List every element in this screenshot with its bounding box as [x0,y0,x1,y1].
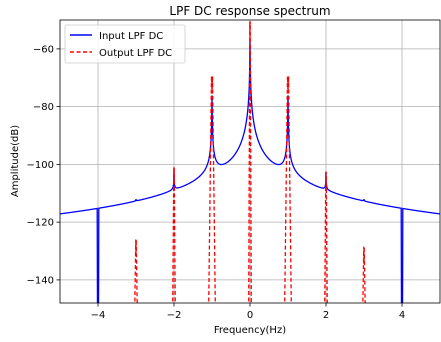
y-tick-label: −80 [33,102,54,113]
output-series-peak [134,239,138,303]
y-tick-label: −120 [27,218,54,229]
output-series-peak [208,76,216,303]
x-tick-label: 0 [247,310,253,321]
axis-ticks: −4 −2 0 2 4 −140 −120 −100 −80 −60 [27,44,406,321]
y-tick-label: −100 [27,160,54,171]
output-series-peak [172,167,176,303]
output-series-peak [248,21,252,303]
x-tick-label: −4 [91,310,106,321]
x-tick-label: 2 [323,310,329,321]
x-tick-label: 4 [399,310,405,321]
x-tick-label: −2 [167,310,182,321]
legend: Input LPF DC Output LPF DC [64,24,186,64]
output-series-peak [324,171,328,303]
y-axis-label: Amplitude(dB) [10,125,21,197]
x-axis-label: Frequency(Hz) [214,325,286,336]
output-series-peak [284,76,292,303]
legend-output-label: Output LPF DC [99,48,172,59]
output-series-peak [362,246,366,303]
chart-title: LPF DC response spectrum [169,4,330,18]
legend-box [64,24,186,64]
y-tick-label: −140 [27,275,54,286]
legend-input-label: Input LPF DC [99,31,163,42]
y-tick-label: −60 [33,44,54,55]
